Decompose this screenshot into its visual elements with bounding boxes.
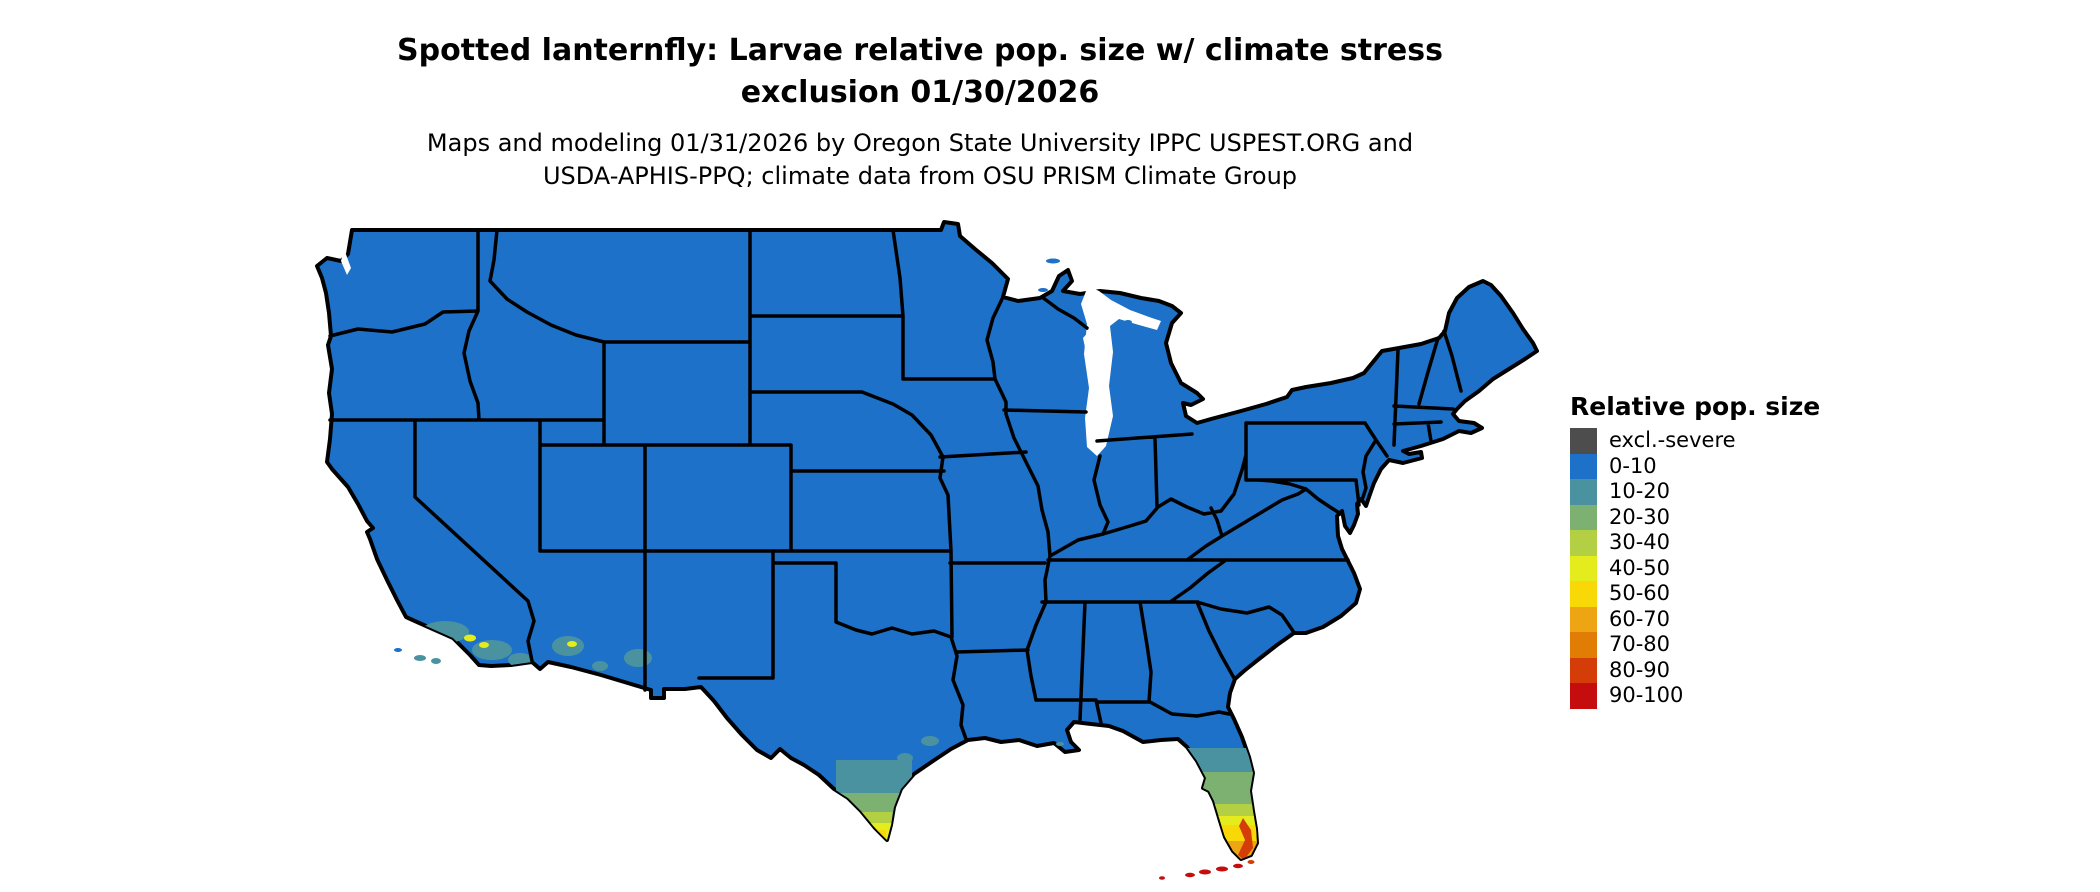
legend-swatch <box>1570 657 1597 683</box>
state-borders <box>328 228 1463 741</box>
legend-item-20-30: 20-30 <box>1570 504 1820 530</box>
legend-label: 90-100 <box>1609 683 1684 707</box>
legend-item-70-80: 70-80 <box>1570 632 1820 658</box>
legend-swatch <box>1570 581 1597 607</box>
legend-swatch <box>1570 453 1597 479</box>
page-subtitle: Maps and modeling 01/31/2026 by Oregon S… <box>426 129 1414 190</box>
legend-label: 40-50 <box>1609 555 1671 580</box>
offshore-features <box>394 258 1255 880</box>
florida-keys <box>1159 860 1255 880</box>
legend-label: excl.-severe <box>1609 428 1736 452</box>
legend-swatch <box>1570 555 1597 581</box>
legend-label: 70-80 <box>1609 632 1671 656</box>
legend-label: 20-30 <box>1609 504 1671 529</box>
legend-swatch <box>1570 632 1597 658</box>
legend-label: 60-70 <box>1609 606 1671 631</box>
legend-label: 30-40 <box>1609 530 1671 554</box>
legend-item-50-60: 50-60 <box>1570 581 1820 607</box>
page-title: Spotted lanternfly: Larvae relative pop.… <box>397 33 1443 110</box>
legend-swatch <box>1570 606 1597 632</box>
title-block: Spotted lanternfly: Larvae relative pop.… <box>0 30 1840 193</box>
legend-item-60-70: 60-70 <box>1570 606 1820 632</box>
legend-swatch <box>1570 530 1597 556</box>
legend-label: 50-60 <box>1609 581 1671 605</box>
puget-sound <box>341 249 351 275</box>
legend-item-80-90: 80-90 <box>1570 657 1820 683</box>
legend-item-excl.-severe: excl.-severe <box>1570 428 1820 454</box>
legend-item-30-40: 30-40 <box>1570 530 1820 556</box>
legend-item-90-100: 90-100 <box>1570 683 1820 709</box>
green-bay <box>1083 330 1098 362</box>
legend-label: 0-10 <box>1609 453 1657 478</box>
legend-item-10-20: 10-20 <box>1570 479 1820 505</box>
legend-label: 10-20 <box>1609 479 1671 503</box>
land-base <box>315 220 1539 861</box>
legend-swatch <box>1570 479 1597 505</box>
legend-label: 80-90 <box>1609 657 1671 682</box>
legend-title: Relative pop. size <box>1570 392 1821 421</box>
legend-item-40-50: 40-50 <box>1570 555 1820 581</box>
legend: Relative pop. size excl.-severe 0-10 10-20… <box>1570 393 1820 709</box>
legend-swatch <box>1570 504 1597 530</box>
legend-swatch <box>1570 683 1597 709</box>
lake-michigan <box>1081 286 1161 456</box>
legend-item-0-10: 0-10 <box>1570 453 1820 479</box>
legend-swatch <box>1570 428 1597 454</box>
legend-items: excl.-severe 0-10 10-20 20-30 30-40 40-50 50-6… <box>1570 428 1820 709</box>
